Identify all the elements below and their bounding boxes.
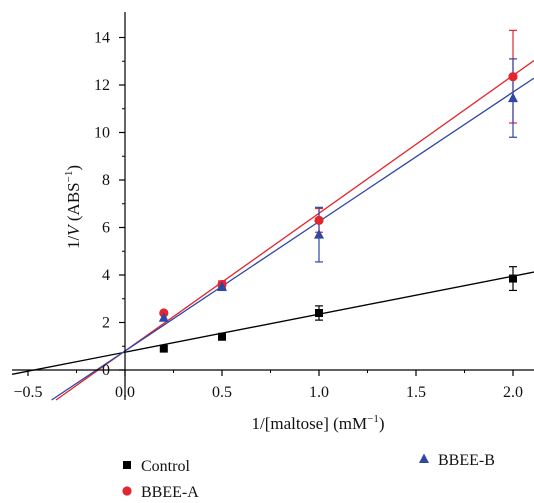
y-tick-label: 0 bbox=[102, 362, 110, 379]
fit-line-control bbox=[11, 271, 534, 375]
y-tick-label: 10 bbox=[94, 125, 110, 142]
fit-line-bbee-b bbox=[51, 77, 534, 401]
data-point-bbee-b bbox=[314, 229, 324, 239]
tick-labels: −0.5 0.0 0.5 1.0 1.5 2.0 0 2 4 6 8 10 12 14 bbox=[13, 30, 523, 402]
y-tick-label: 14 bbox=[94, 30, 110, 47]
legend-label-bbee-a: BBEE-A bbox=[141, 484, 199, 501]
legend-label-control: Control bbox=[141, 458, 190, 475]
error-bars bbox=[218, 29, 517, 321]
x-tick-label: 0.5 bbox=[212, 384, 232, 401]
data-point-bbee-a bbox=[314, 215, 324, 225]
y-tick-label: 2 bbox=[102, 315, 110, 332]
y-tick-label: 8 bbox=[102, 172, 110, 189]
legend: Control BBEE-A BBEE-B bbox=[122, 452, 495, 501]
data-point-bbee-a bbox=[508, 72, 518, 82]
data-markers bbox=[158, 72, 518, 353]
legend-label-bbee-b: BBEE-B bbox=[438, 452, 495, 469]
data-point-control bbox=[218, 332, 226, 341]
x-tick-label: 1.0 bbox=[309, 384, 329, 401]
data-point-bbee-b bbox=[158, 312, 169, 322]
x-axis-title: 1/[maltose] (mM−1) bbox=[251, 413, 384, 433]
x-tick-label: 1.5 bbox=[406, 384, 426, 401]
data-point-control bbox=[509, 274, 517, 283]
data-point-control bbox=[159, 344, 168, 353]
x-tick-label: 0.0 bbox=[115, 384, 135, 401]
data-point-bbee-b bbox=[508, 92, 518, 103]
legend-marker-bbee-b bbox=[419, 453, 429, 463]
data-point-bbee-b bbox=[217, 281, 227, 291]
fit-lines bbox=[11, 60, 534, 401]
y-tick-label: 12 bbox=[94, 77, 110, 94]
x-tick-label: −0.5 bbox=[13, 384, 42, 401]
legend-marker-bbee-a bbox=[122, 486, 132, 496]
tick-marks bbox=[27, 36, 514, 376]
data-point-control bbox=[315, 309, 323, 317]
y-tick-label: 4 bbox=[102, 267, 110, 284]
y-axis-title: 1/V (ABS−1) bbox=[63, 165, 83, 249]
y-tick-label: 6 bbox=[102, 220, 110, 237]
legend-marker-control bbox=[123, 461, 131, 469]
axes bbox=[12, 12, 534, 400]
x-tick-label: 2.0 bbox=[503, 384, 523, 401]
